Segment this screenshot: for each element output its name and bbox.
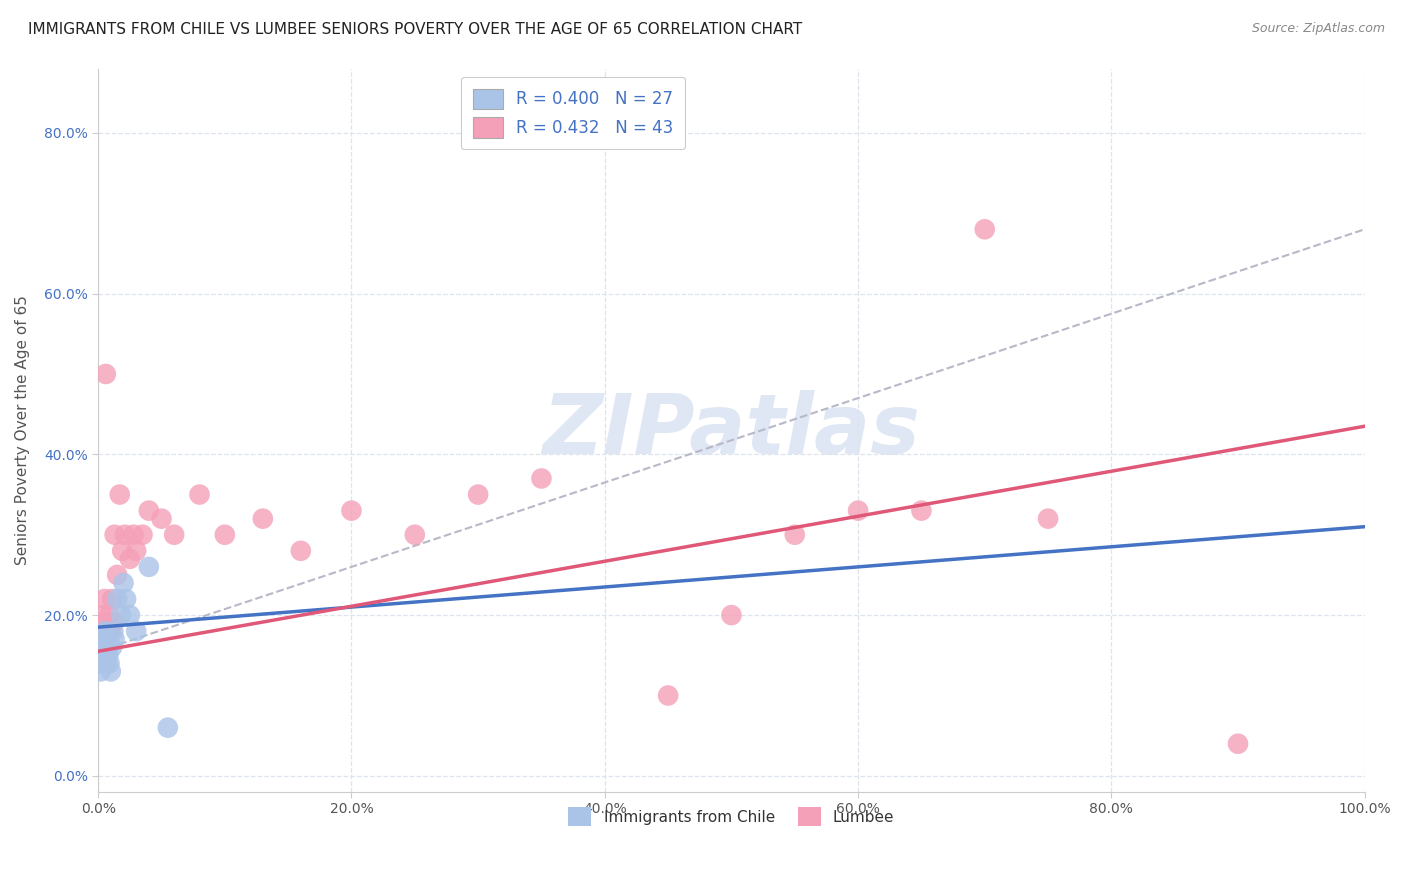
Point	[115, 592, 138, 607]
Point	[91, 632, 114, 647]
Point	[340, 503, 363, 517]
Point	[104, 527, 127, 541]
Point	[657, 689, 679, 703]
Point	[188, 487, 211, 501]
Point	[91, 657, 114, 671]
Point	[125, 624, 148, 639]
Point	[118, 552, 141, 566]
Point	[125, 544, 148, 558]
Point	[91, 640, 114, 655]
Point	[96, 640, 118, 655]
Point	[90, 624, 112, 639]
Point	[103, 624, 125, 639]
Point	[105, 592, 128, 607]
Point	[1036, 511, 1059, 525]
Text: Source: ZipAtlas.com: Source: ZipAtlas.com	[1251, 22, 1385, 36]
Point	[93, 592, 115, 607]
Point	[93, 624, 115, 639]
Point	[114, 527, 136, 541]
Point	[96, 624, 118, 639]
Point	[131, 527, 153, 541]
Point	[530, 471, 553, 485]
Point	[846, 503, 869, 517]
Point	[89, 648, 111, 663]
Point	[783, 527, 806, 541]
Point	[90, 640, 112, 655]
Point	[89, 657, 111, 671]
Point	[97, 640, 120, 655]
Point	[97, 648, 120, 663]
Point	[104, 632, 127, 647]
Point	[105, 568, 128, 582]
Point	[100, 665, 122, 679]
Point	[94, 648, 117, 663]
Point	[973, 222, 995, 236]
Point	[720, 608, 742, 623]
Y-axis label: Seniors Poverty Over the Age of 65: Seniors Poverty Over the Age of 65	[15, 295, 30, 566]
Point	[100, 624, 122, 639]
Text: IMMIGRANTS FROM CHILE VS LUMBEE SENIORS POVERTY OVER THE AGE OF 65 CORRELATION C: IMMIGRANTS FROM CHILE VS LUMBEE SENIORS …	[28, 22, 803, 37]
Point	[101, 640, 124, 655]
Point	[93, 616, 115, 631]
Point	[163, 527, 186, 541]
Point	[290, 544, 312, 558]
Text: ZIPatlas: ZIPatlas	[543, 390, 921, 471]
Point	[91, 648, 114, 663]
Point	[110, 608, 132, 623]
Point	[252, 511, 274, 525]
Point	[138, 503, 160, 517]
Point	[111, 544, 134, 558]
Point	[93, 640, 115, 655]
Point	[94, 632, 117, 647]
Point	[108, 487, 131, 501]
Point	[214, 527, 236, 541]
Point	[91, 608, 114, 623]
Point	[94, 367, 117, 381]
Point	[467, 487, 489, 501]
Point	[138, 560, 160, 574]
Point	[156, 721, 179, 735]
Point	[98, 657, 121, 671]
Point	[118, 608, 141, 623]
Point	[96, 657, 118, 671]
Point	[90, 665, 112, 679]
Point	[98, 608, 121, 623]
Point	[122, 527, 145, 541]
Point	[1227, 737, 1250, 751]
Point	[404, 527, 426, 541]
Point	[103, 616, 125, 631]
Point	[90, 657, 112, 671]
Point	[101, 592, 124, 607]
Point	[91, 632, 114, 647]
Point	[910, 503, 932, 517]
Point	[91, 648, 114, 663]
Legend: Immigrants from Chile, Lumbee: Immigrants from Chile, Lumbee	[560, 798, 904, 835]
Point	[150, 511, 173, 525]
Point	[112, 576, 135, 591]
